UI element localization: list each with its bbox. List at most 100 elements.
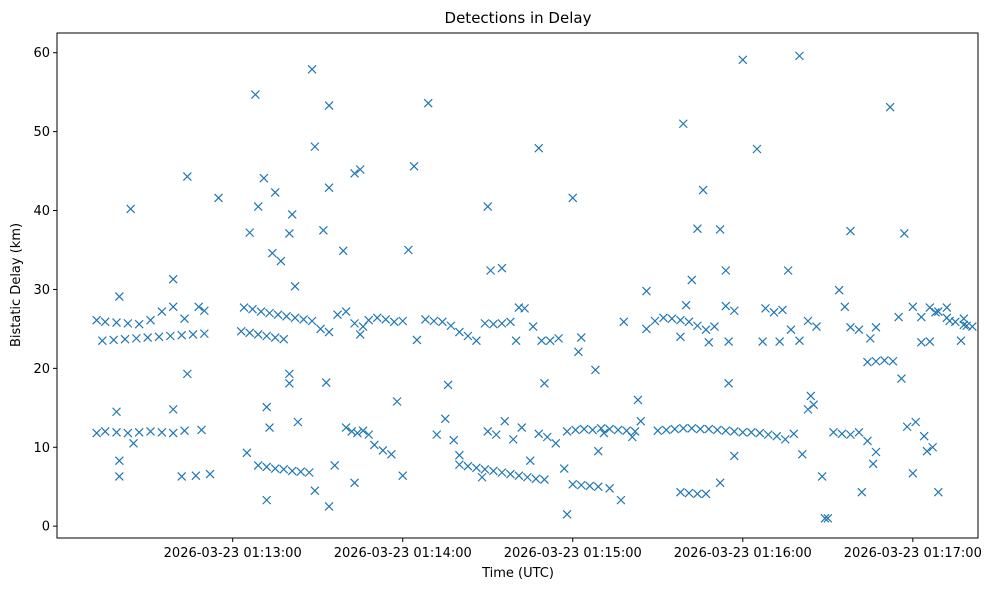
- data-point-marker: [738, 427, 748, 437]
- data-point-marker: [180, 426, 189, 436]
- data-point-marker: [650, 316, 660, 326]
- data-point-marker: [369, 440, 379, 450]
- data-point-marker: [599, 428, 609, 438]
- data-point-marker: [273, 310, 283, 320]
- data-point-marker: [259, 173, 269, 183]
- data-point-marker: [863, 357, 872, 367]
- data-point-marker: [693, 321, 702, 331]
- data-point-marker: [123, 428, 133, 438]
- data-point-marker: [239, 303, 249, 313]
- y-axis-label: Bistatic Delay (km): [9, 223, 24, 347]
- data-point-marker: [871, 322, 881, 332]
- data-points: [92, 51, 977, 523]
- data-point-marker: [483, 427, 493, 436]
- x-tick-label: 2026-03-23 01:17:00: [844, 546, 982, 561]
- data-point-marker: [318, 225, 328, 235]
- data-point-marker: [378, 445, 388, 455]
- data-point-marker: [605, 424, 615, 434]
- y-axis: 0 10 20 30 40 50 60: [33, 46, 57, 535]
- data-point-marker: [574, 347, 583, 357]
- data-point-marker: [480, 318, 490, 328]
- data-point-marker: [522, 472, 532, 482]
- data-point-marker: [724, 378, 734, 388]
- data-point-marker: [894, 312, 904, 322]
- data-point-marker: [497, 318, 507, 328]
- data-point-marker: [803, 316, 813, 326]
- data-point-marker: [168, 302, 178, 312]
- data-point-marker: [888, 356, 898, 366]
- data-point-marker: [114, 472, 124, 481]
- data-point-marker: [165, 331, 175, 341]
- data-point-marker: [287, 466, 297, 476]
- data-point-marker: [177, 330, 187, 340]
- x-tick-label: 2026-03-23 01:13:00: [164, 546, 302, 561]
- data-point-marker: [724, 337, 734, 346]
- data-point-marker: [310, 142, 320, 152]
- data-point-marker: [916, 312, 926, 322]
- data-point-marker: [449, 435, 459, 445]
- data-point-marker: [755, 428, 765, 438]
- x-axis-label: Time (UTC): [481, 566, 554, 581]
- data-point-marker: [761, 303, 770, 313]
- data-point-marker: [786, 325, 796, 335]
- data-point-marker: [92, 315, 102, 325]
- data-point-marker: [126, 204, 136, 214]
- data-point-marker: [537, 336, 547, 346]
- data-point-marker: [350, 169, 359, 178]
- data-point-marker: [253, 329, 263, 339]
- data-point-marker: [899, 228, 909, 238]
- data-point-marker: [865, 333, 875, 343]
- data-point-marker: [684, 317, 694, 327]
- data-point-marker: [715, 225, 725, 234]
- data-point-marker: [262, 402, 272, 412]
- data-point-marker: [199, 306, 209, 316]
- data-point-marker: [925, 303, 935, 313]
- y-tick-label: 50: [33, 125, 50, 140]
- data-point-marker: [412, 335, 422, 345]
- data-point-marker: [276, 256, 286, 266]
- y-tick-label: 60: [33, 46, 50, 61]
- data-point-marker: [642, 324, 651, 334]
- data-point-marker: [129, 438, 138, 448]
- data-point-marker: [693, 489, 702, 499]
- data-point-marker: [795, 336, 804, 346]
- data-point-marker: [593, 446, 603, 456]
- data-point-marker: [307, 316, 317, 326]
- data-point-marker: [199, 329, 209, 339]
- data-point-marker: [806, 391, 816, 401]
- data-point-marker: [180, 314, 189, 324]
- data-point-marker: [698, 185, 708, 195]
- data-point-marker: [551, 438, 561, 448]
- data-point-marker: [324, 101, 334, 111]
- data-point-marker: [670, 424, 680, 434]
- data-point-marker: [403, 245, 413, 255]
- data-point-marker: [579, 424, 589, 434]
- y-tick-label: 30: [33, 283, 50, 298]
- data-point-marker: [789, 429, 799, 439]
- data-point-marker: [429, 316, 439, 326]
- data-point-marker: [432, 430, 442, 440]
- x-tick-label: 2026-03-23 01:16:00: [674, 546, 812, 561]
- data-point-marker: [392, 397, 402, 406]
- data-point-marker: [863, 436, 872, 446]
- data-point-marker: [398, 316, 408, 326]
- data-point-marker: [534, 143, 544, 153]
- data-point-marker: [454, 450, 464, 460]
- data-point-marker: [265, 308, 274, 318]
- data-point-marker: [168, 428, 178, 438]
- data-point-marker: [324, 183, 334, 193]
- x-axis: 2026-03-23 01:13:00 2026-03-23 01:14:00 20…: [164, 538, 982, 561]
- data-point-marker: [114, 292, 124, 301]
- data-point-marker: [112, 318, 121, 328]
- data-point-marker: [338, 246, 348, 256]
- data-point-marker: [262, 331, 272, 341]
- data-point-marker: [721, 426, 731, 436]
- data-point-marker: [846, 430, 855, 440]
- plot-frame: [56, 32, 979, 539]
- data-point-marker: [197, 425, 206, 435]
- chart-title: Detections in Delay: [445, 9, 592, 27]
- data-point-marker: [270, 187, 280, 197]
- data-point-marker: [933, 307, 943, 316]
- data-point-marker: [284, 378, 294, 388]
